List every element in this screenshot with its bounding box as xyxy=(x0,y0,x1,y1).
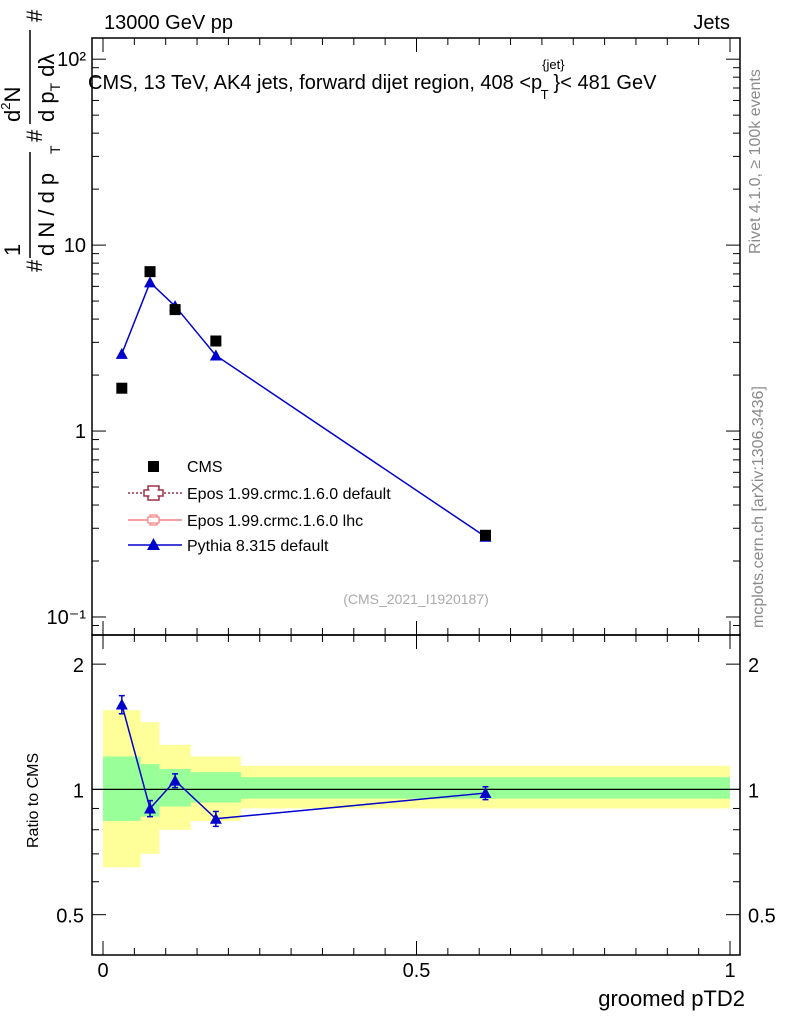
mcplots-label: mcplots.cern.ch [arXiv:1306.3436] xyxy=(750,386,767,628)
ratio-y-tick-label-right: 2 xyxy=(748,655,759,677)
x-tick-label: 1 xyxy=(724,960,735,982)
header-left: 13000 GeV pp xyxy=(104,12,233,34)
y-label-hash3: # xyxy=(22,9,47,22)
main-axes: 10⁻¹ 1 10 10² xyxy=(47,38,740,636)
legend-epos-lhc-label: Epos 1.99.crmc.1.6.0 lhc xyxy=(187,513,363,530)
y-label-hash1: # xyxy=(22,259,47,272)
uncertainty-band-inner xyxy=(103,756,141,821)
y-label-T1: T xyxy=(47,145,63,154)
y-tick-label: 10² xyxy=(57,49,86,71)
cms-data-point xyxy=(116,382,128,394)
y-label-den: d pTdλ xyxy=(34,54,63,122)
ratio-pythia-point xyxy=(209,812,222,824)
uncertainty-band-inner xyxy=(190,772,241,803)
ratio-y-tick-label-right: 1 xyxy=(748,780,759,802)
x-tick-label: 0.5 xyxy=(403,960,431,982)
main-series xyxy=(115,266,492,542)
y-tick-label: 1 xyxy=(75,421,86,443)
ratio-y-label: Ratio to CMS xyxy=(25,753,42,848)
y-tick-label: 10⁻¹ xyxy=(47,607,87,629)
ratio-axes: 0.5 0.5 1 1 2 2 0 0.5 1 xyxy=(56,635,776,982)
ratio-y-tick-label-right: 0.5 xyxy=(748,906,776,928)
header-right: Jets xyxy=(693,12,730,34)
y-axis-label-upper: # 1 d N / d p T # d2N d pTdλ # xyxy=(0,9,63,272)
rivet-version-label: Rivet 4.1.0, ≥ 100k events xyxy=(747,69,764,254)
cms-data-point xyxy=(169,304,181,316)
y-label-one: 1 xyxy=(0,244,25,256)
legend-epos-default-marker xyxy=(143,485,164,501)
legend: CMS Epos 1.99.crmc.1.6.0 default Epos 1.… xyxy=(128,459,391,555)
analysis-id-watermark: (CMS_2021_I1920187) xyxy=(343,591,489,607)
x-axis-label: groomed pTD2 xyxy=(598,986,745,1011)
pythia-point xyxy=(115,347,128,359)
ratio-pythia-point xyxy=(144,802,157,814)
legend-pythia-label: Pythia 8.315 default xyxy=(187,538,329,555)
legend-epos-lhc-marker xyxy=(147,514,160,526)
cms-data-point xyxy=(210,335,222,347)
ratio-pythia-point xyxy=(479,787,492,799)
ratio-y-tick-label: 2 xyxy=(73,655,84,677)
legend-epos-default-label: Epos 1.99.crmc.1.6.0 default xyxy=(187,486,391,503)
plot-title: CMS, 13 TeV, AK4 jets, forward dijet reg… xyxy=(88,57,657,102)
ratio-bands xyxy=(103,710,730,868)
cms-data-point xyxy=(144,266,156,278)
legend-cms-label: CMS xyxy=(187,459,223,476)
ratio-y-tick-label: 1 xyxy=(73,780,84,802)
ratio-series xyxy=(115,694,492,828)
pythia-point xyxy=(209,349,222,361)
legend-pythia-marker xyxy=(147,538,160,550)
y-label-dn: d N / d p xyxy=(34,173,59,256)
y-label-hash2: # xyxy=(22,129,47,142)
x-tick-label: 0 xyxy=(97,960,108,982)
ratio-y-tick-label: 0.5 xyxy=(56,906,84,928)
cms-data-point xyxy=(479,529,491,541)
legend-cms-marker xyxy=(148,461,159,472)
ratio-pythia-point xyxy=(169,774,182,786)
y-label-num: d2N xyxy=(0,87,25,122)
y-tick-label: 10 xyxy=(64,235,86,257)
pythia-point xyxy=(144,276,157,288)
ratio-pythia-point xyxy=(115,698,128,710)
